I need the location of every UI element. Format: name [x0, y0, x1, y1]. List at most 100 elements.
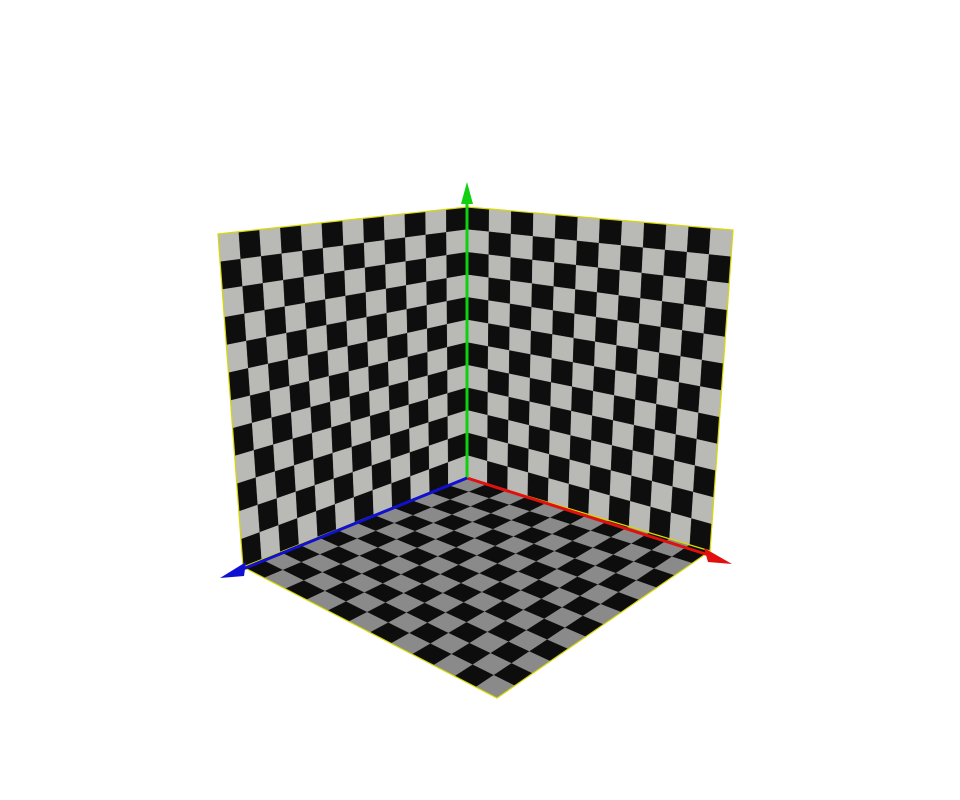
left-wall-checker-tile [304, 299, 327, 330]
right-wall-checker-tile [530, 330, 553, 359]
left-wall-checker-tile [342, 218, 365, 246]
left-wall-checker-tile [406, 281, 428, 310]
left-wall-checker-tile [242, 283, 265, 314]
right-wall-checker-tile [637, 323, 662, 354]
left-wall-checker-tile [384, 237, 407, 265]
right-wall-checker-tile [575, 240, 600, 269]
right-wall-checker-tile [635, 374, 659, 405]
right-wall-checker-tile [640, 272, 664, 302]
right-wall-checker-tile [466, 297, 489, 324]
right-wall-checker-tile [488, 300, 511, 328]
left-wall-checker-tile [446, 206, 468, 233]
left-wall-checker-tile [367, 337, 389, 367]
right-wall-checker-tile [596, 267, 621, 296]
right-wall-checker-tile [686, 225, 712, 255]
left-wall-checker-tile [323, 270, 346, 300]
right-wall-checker-tile [509, 280, 533, 308]
right-wall-checker-tile [574, 289, 598, 318]
left-wall-checker-tile [366, 312, 388, 343]
left-wall-checker-tile [383, 213, 406, 241]
left-wall-checker-tile [322, 245, 345, 275]
right-wall-checker-tile [466, 251, 490, 278]
left-wall-checker-tile [365, 288, 388, 318]
right-wall-checker-tile [677, 382, 701, 414]
right-wall-checker-tile [592, 390, 615, 421]
right-wall-checker-tile [466, 229, 490, 256]
right-wall-checker-tile [708, 227, 734, 258]
right-wall-checker-tile [614, 370, 637, 401]
left-wall-checker-tile [405, 234, 427, 262]
right-wall-checker-tile [530, 307, 554, 335]
right-wall-checker-tile [678, 356, 703, 387]
left-wall-checker-tile [386, 309, 408, 338]
left-wall-checker-tile [224, 313, 247, 346]
left-wall-checker-tile [306, 324, 329, 356]
right-wall-checker-tile [632, 424, 656, 456]
left-wall-checker-tile [269, 385, 292, 418]
right-wall-checker-tile [551, 334, 575, 363]
back-right-wall [466, 206, 734, 552]
left-wall-checker-tile [343, 242, 366, 272]
left-wall-checker-tile [289, 380, 311, 413]
right-wall-checker-tile [576, 216, 601, 244]
left-wall-checker-tile [385, 285, 408, 314]
left-wall-checker-tile [363, 215, 385, 244]
right-wall-checker-tile [707, 254, 732, 284]
left-wall-checker-tile [248, 363, 271, 396]
right-wall-checker-tile [619, 245, 644, 274]
y-axis-arrowhead [461, 182, 473, 204]
left-wall-checker-tile [260, 253, 284, 284]
right-wall-checker-tile [612, 395, 636, 426]
right-wall-checker-tile [641, 247, 666, 276]
right-wall-checker-tile [487, 323, 510, 351]
right-wall-checker-tile [598, 218, 623, 246]
right-wall-checker-tile [466, 342, 489, 370]
right-wall-checker-tile [683, 278, 708, 308]
right-wall-checker-tile [660, 301, 685, 331]
right-wall-checker-tile [531, 259, 555, 287]
left-wall-checker-tile [387, 332, 409, 363]
right-wall-checker-tile [700, 359, 724, 391]
right-wall-checker-tile [571, 386, 594, 417]
right-wall-checker-tile [575, 264, 599, 293]
right-wall-checker-tile [591, 415, 614, 446]
left-wall-checker-tile [406, 305, 428, 334]
right-wall-checker-tile [654, 403, 678, 435]
left-wall-checker-tile [425, 209, 447, 236]
left-wall-checker-tile [385, 261, 407, 290]
right-wall-checker-tile [553, 262, 577, 290]
left-wall-checker-tile [286, 328, 309, 360]
right-wall-checker-tile [510, 257, 533, 284]
left-wall-checker-tile [267, 359, 290, 392]
right-wall-checker-tile [617, 295, 641, 325]
left-wall-checker-tile [327, 346, 350, 377]
right-wall-checker-tile [488, 231, 512, 258]
right-wall-checker-tile [573, 313, 597, 343]
right-wall-checker-tile [615, 345, 639, 375]
left-wall-checker-tile [326, 320, 348, 351]
right-wall-checker-tile [571, 362, 595, 392]
right-wall-checker-tile [698, 386, 722, 418]
back-left-wall [217, 206, 468, 568]
left-wall-checker-tile [262, 279, 286, 311]
right-wall-checker-tile [550, 358, 574, 388]
right-wall-checker-tile [594, 316, 618, 346]
left-wall-checker-tile [363, 240, 386, 268]
right-wall-checker-tile [529, 377, 552, 407]
right-wall-checker-tile [616, 320, 640, 350]
right-wall-checker-tile [685, 251, 710, 282]
right-wall-checker-tile [633, 399, 657, 431]
right-wall-checker-tile [595, 292, 620, 321]
left-wall-checker-tile [244, 309, 267, 342]
left-wall-checker-tile [217, 231, 241, 263]
right-wall-checker-tile [466, 274, 489, 301]
left-wall-checker-tile [446, 251, 468, 279]
right-wall-checker-tile [532, 236, 556, 263]
right-wall-checker-tile [642, 222, 667, 251]
right-wall-checker-tile [487, 346, 510, 375]
left-wall-checker-tile [405, 258, 427, 286]
left-wall-checker-tile [344, 267, 367, 297]
right-wall-checker-tile [510, 210, 534, 237]
left-wall-checker-tile [346, 316, 368, 347]
